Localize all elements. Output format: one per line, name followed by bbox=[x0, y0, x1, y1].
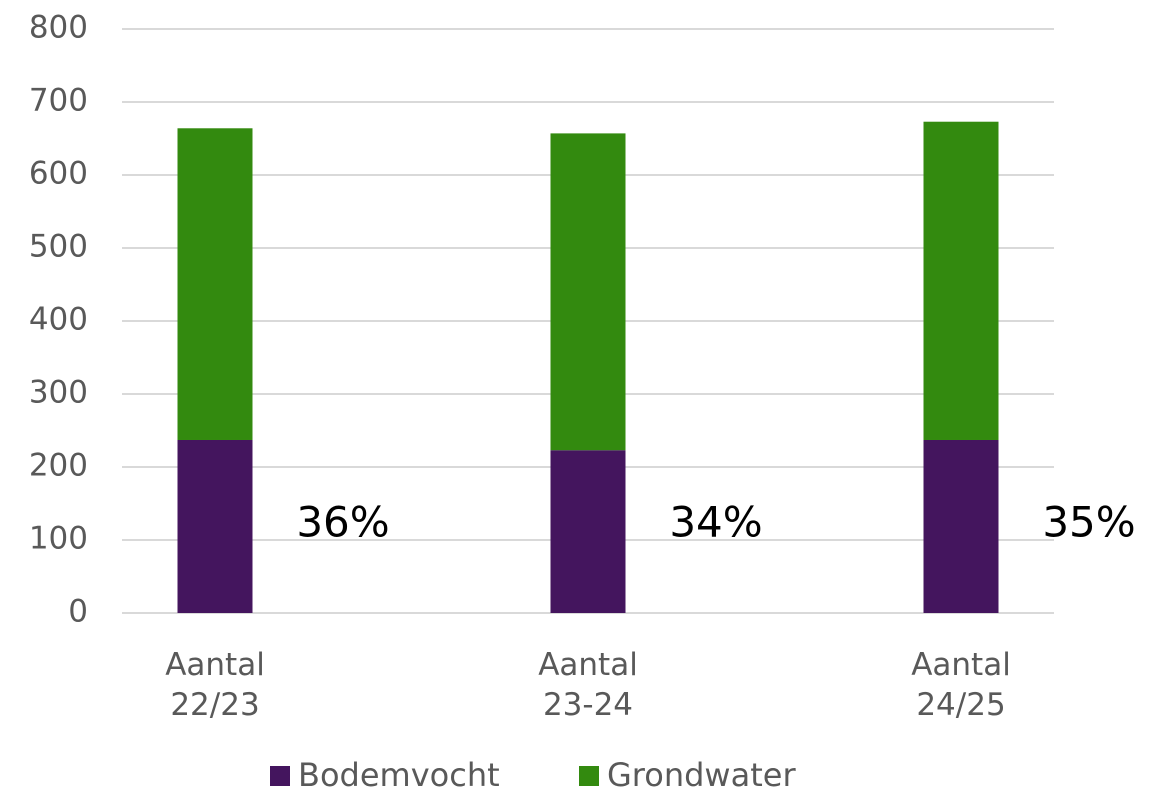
annotation: 36% bbox=[296, 498, 389, 547]
y-tick-label: 700 bbox=[29, 83, 88, 119]
legend-swatch bbox=[579, 766, 599, 786]
legend-label: Bodemvocht bbox=[298, 756, 500, 794]
x-tick-label: Aantal 24/25 bbox=[911, 647, 1011, 723]
y-tick-label: 600 bbox=[29, 156, 88, 192]
x-tick-label: Aantal 23-24 bbox=[538, 647, 638, 723]
bar-segment bbox=[550, 450, 626, 613]
annotation: 34% bbox=[669, 498, 762, 547]
y-tick-label: 100 bbox=[29, 521, 88, 557]
y-tick-label: 0 bbox=[68, 594, 88, 630]
bar-segment bbox=[177, 439, 253, 613]
bar-segment bbox=[923, 439, 999, 613]
bar-segment bbox=[550, 133, 626, 451]
y-tick-label: 300 bbox=[29, 375, 88, 411]
legend-label: Grondwater bbox=[607, 756, 796, 794]
y-tick-label: 500 bbox=[29, 229, 88, 265]
bar-segment bbox=[923, 121, 999, 440]
x-tick-label: Aantal 22/23 bbox=[165, 647, 265, 723]
bar-segment bbox=[177, 128, 253, 440]
y-tick-label: 400 bbox=[29, 302, 88, 338]
annotation: 35% bbox=[1042, 498, 1135, 547]
y-tick-label: 200 bbox=[29, 448, 88, 484]
y-tick-label: 800 bbox=[29, 10, 88, 46]
legend-swatch bbox=[270, 766, 290, 786]
